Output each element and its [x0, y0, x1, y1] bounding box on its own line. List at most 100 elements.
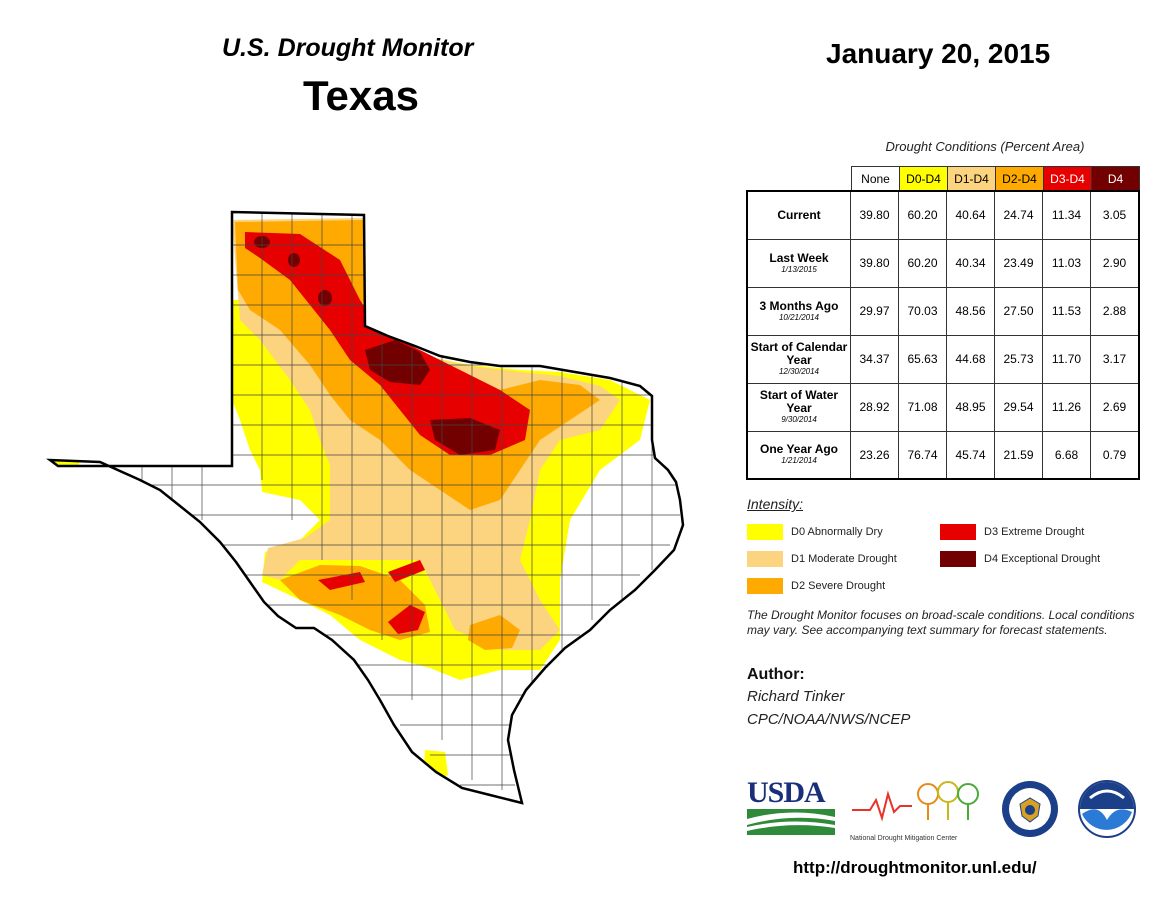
table-cell: 11.34 [1042, 190, 1091, 240]
table-cell: 11.03 [1042, 238, 1091, 288]
row-label: Start of Water Year 9/30/2014 [746, 382, 851, 432]
table-cell: 2.69 [1090, 382, 1140, 432]
legend-title: Intensity: [747, 496, 804, 512]
table-row: Current 39.80 60.20 40.64 24.74 11.34 3.… [746, 190, 1140, 240]
legend-swatch [747, 578, 783, 594]
d3-area-c [388, 605, 425, 634]
row-label: Start of Calendar Year 12/30/2014 [746, 334, 851, 384]
legend-item-d4: D4 Exceptional Drought [940, 551, 1100, 567]
table-cell: 3.05 [1090, 190, 1140, 240]
table-row: One Year Ago 1/21/2014 23.26 76.74 45.74 … [746, 430, 1140, 480]
table-cell: 0.79 [1090, 430, 1140, 480]
map-date: January 20, 2015 [826, 38, 1051, 69]
table-cell: 60.20 [898, 190, 947, 240]
noaa-logo [1078, 780, 1136, 843]
table-cell: 23.26 [850, 430, 899, 480]
table-cell: 6.68 [1042, 430, 1091, 480]
row-date: 1/21/2014 [781, 456, 817, 466]
table-cell: 25.73 [994, 334, 1043, 384]
table-cell: 21.59 [994, 430, 1043, 480]
legend-swatch [747, 524, 783, 540]
col-header-d2: D2-D4 [995, 166, 1044, 191]
table-row: Start of Water Year 9/30/2014 28.92 71.08… [746, 382, 1140, 432]
row-label: 3 Months Ago 10/21/2014 [746, 286, 851, 336]
author-org: CPC/NOAA/NWS/NCEP [747, 711, 911, 728]
table-cell: 45.74 [946, 430, 995, 480]
table-cell: 60.20 [898, 238, 947, 288]
table-row: Start of Calendar Year 12/30/2014 34.37 6… [746, 334, 1140, 384]
col-header-none: None [851, 166, 900, 191]
table-cell: 76.74 [898, 430, 947, 480]
col-header-d0: D0-D4 [899, 166, 948, 191]
author-label: Author: [747, 666, 805, 683]
table-cell: 29.54 [994, 382, 1043, 432]
table-cell: 24.74 [994, 190, 1043, 240]
table-row: 3 Months Ago 10/21/2014 29.97 70.03 48.56… [746, 286, 1140, 336]
author-name: Richard Tinker [747, 688, 845, 705]
d2-area-southeast [468, 615, 520, 650]
state-name: Texas [303, 72, 419, 119]
d4-area [365, 340, 430, 385]
disclaimer-note: The Drought Monitor focuses on broad-sca… [747, 608, 1135, 637]
table-cell: 3.17 [1090, 334, 1140, 384]
texas-drought-map [48, 210, 685, 805]
commerce-seal-icon [1002, 781, 1058, 837]
table-cell: 71.08 [898, 382, 947, 432]
table-cell: 40.64 [946, 190, 995, 240]
table-cell: 40.34 [946, 238, 995, 288]
table-cell: 28.92 [850, 382, 899, 432]
d3-area-a [318, 572, 365, 590]
table-cell: 23.49 [994, 238, 1043, 288]
table-cell: 70.03 [898, 286, 947, 336]
table-cell: 11.53 [1042, 286, 1091, 336]
table-cell: 11.26 [1042, 382, 1091, 432]
table-cell: 39.80 [850, 238, 899, 288]
table-cell: 48.56 [946, 286, 995, 336]
row-label: Current [746, 190, 851, 240]
row-date: 12/30/2014 [778, 367, 820, 376]
table-cell: 27.50 [994, 286, 1043, 336]
col-header-d1: D1-D4 [947, 166, 996, 191]
table-cell: 39.80 [850, 190, 899, 240]
row-label: One Year Ago 1/21/2014 [746, 430, 851, 480]
usda-logo: USDA [747, 777, 835, 837]
table-cell: 65.63 [898, 334, 947, 384]
drought-table: Current 39.80 60.20 40.64 24.74 11.34 3.… [746, 190, 1140, 480]
legend-item-d2: D2 Severe Drought [747, 578, 885, 594]
legend-swatch [940, 551, 976, 567]
ndmc-trees-icon [852, 781, 979, 822]
row-date: 10/21/2014 [778, 312, 820, 322]
table-header: None D0-D4 D1-D4 D2-D4 D3-D4 D4 [851, 166, 1140, 191]
table-cell: 2.90 [1090, 238, 1140, 288]
table-cell: 44.68 [946, 334, 995, 384]
ndmc-logo: National Drought Mitigation Center [850, 780, 985, 842]
d4-area-b [430, 418, 500, 455]
row-date: 1/13/2015 [781, 264, 817, 274]
table-cell: 2.88 [1090, 286, 1140, 336]
commerce-seal-logo [1001, 780, 1059, 843]
county-lines [60, 212, 680, 790]
table-cell: 11.70 [1042, 334, 1091, 384]
d3-area-b [388, 560, 425, 582]
table-cell: 48.95 [946, 382, 995, 432]
legend-item-d1: D1 Moderate Drought [747, 551, 897, 567]
table-caption: Drought Conditions (Percent Area) [885, 139, 1085, 154]
table-row: Last Week 1/13/2015 39.80 60.20 40.34 23.… [746, 238, 1140, 288]
col-header-d3: D3-D4 [1043, 166, 1092, 191]
legend-item-d0: D0 Abnormally Dry [747, 524, 883, 540]
legend-item-d3: D3 Extreme Drought [940, 524, 1084, 540]
map-title: U.S. Drought Monitor [222, 34, 474, 62]
table-cell: 34.37 [850, 334, 899, 384]
row-label: Last Week 1/13/2015 [746, 238, 851, 288]
legend-swatch [747, 551, 783, 567]
row-date: 9/30/2014 [781, 415, 817, 424]
usda-field-icon [747, 809, 835, 835]
table-cell: 29.97 [850, 286, 899, 336]
col-header-d4: D4 [1091, 166, 1140, 191]
noaa-emblem-icon [1078, 780, 1136, 838]
drought-areas [50, 212, 683, 803]
source-url[interactable]: http://droughtmonitor.unl.edu/ [793, 858, 1037, 877]
d4-area-d [288, 253, 300, 267]
d4-area-e [318, 290, 332, 306]
legend-swatch [940, 524, 976, 540]
